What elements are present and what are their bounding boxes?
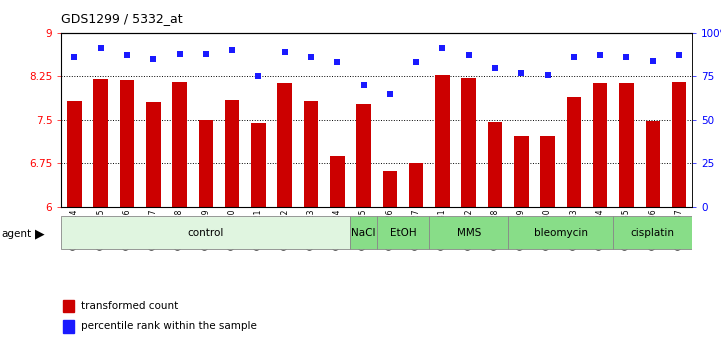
Bar	[304, 101, 318, 207]
Text: agent: agent	[1, 229, 32, 239]
Bar	[461, 78, 476, 207]
Bar	[508, 216, 614, 249]
Text: MMS: MMS	[456, 228, 481, 238]
Point	[594, 53, 606, 58]
Bar	[63, 320, 74, 333]
Point	[621, 55, 632, 60]
Point	[148, 56, 159, 62]
Bar	[409, 164, 423, 207]
Point	[226, 47, 238, 53]
Bar	[645, 121, 660, 207]
Text: NaCl: NaCl	[351, 228, 376, 238]
Bar	[172, 81, 187, 207]
Bar	[488, 122, 503, 207]
Bar	[330, 156, 345, 207]
Bar	[567, 97, 581, 207]
Point	[673, 53, 685, 58]
Point	[516, 70, 527, 76]
Point	[121, 53, 133, 58]
Bar	[94, 79, 108, 207]
Bar	[593, 83, 607, 207]
Point	[332, 60, 343, 65]
Text: bleomycin: bleomycin	[534, 228, 588, 238]
Text: ▶: ▶	[35, 227, 44, 240]
Text: GDS1299 / 5332_at: GDS1299 / 5332_at	[61, 12, 183, 25]
Bar	[383, 171, 397, 207]
Point	[410, 60, 422, 65]
Point	[463, 53, 474, 58]
Bar	[251, 123, 265, 207]
Bar	[61, 216, 350, 249]
Bar	[278, 83, 292, 207]
Point	[490, 65, 501, 70]
Point	[95, 46, 107, 51]
Text: control: control	[187, 228, 224, 238]
Bar	[350, 216, 376, 249]
Bar	[672, 82, 686, 207]
Bar	[67, 101, 81, 207]
Point	[568, 55, 580, 60]
Point	[358, 82, 369, 88]
Point	[384, 91, 396, 97]
Bar	[429, 216, 508, 249]
Text: EtOH: EtOH	[389, 228, 416, 238]
Point	[68, 55, 80, 60]
Bar	[146, 102, 161, 207]
Point	[174, 51, 185, 57]
Point	[279, 49, 291, 55]
Point	[437, 46, 448, 51]
Bar	[619, 83, 634, 207]
Point	[647, 58, 658, 63]
Bar	[120, 80, 134, 207]
Bar	[514, 136, 528, 207]
Bar	[540, 136, 555, 207]
Point	[541, 72, 553, 77]
Point	[305, 55, 317, 60]
Text: percentile rank within the sample: percentile rank within the sample	[81, 322, 257, 332]
Point	[200, 51, 212, 57]
Bar	[225, 100, 239, 207]
Bar	[198, 120, 213, 207]
Text: transformed count: transformed count	[81, 301, 178, 311]
Bar	[356, 104, 371, 207]
Bar	[614, 216, 692, 249]
Text: cisplatin: cisplatin	[631, 228, 675, 238]
Bar	[63, 299, 74, 312]
Bar	[376, 216, 429, 249]
Point	[252, 73, 264, 79]
Bar	[435, 75, 450, 207]
